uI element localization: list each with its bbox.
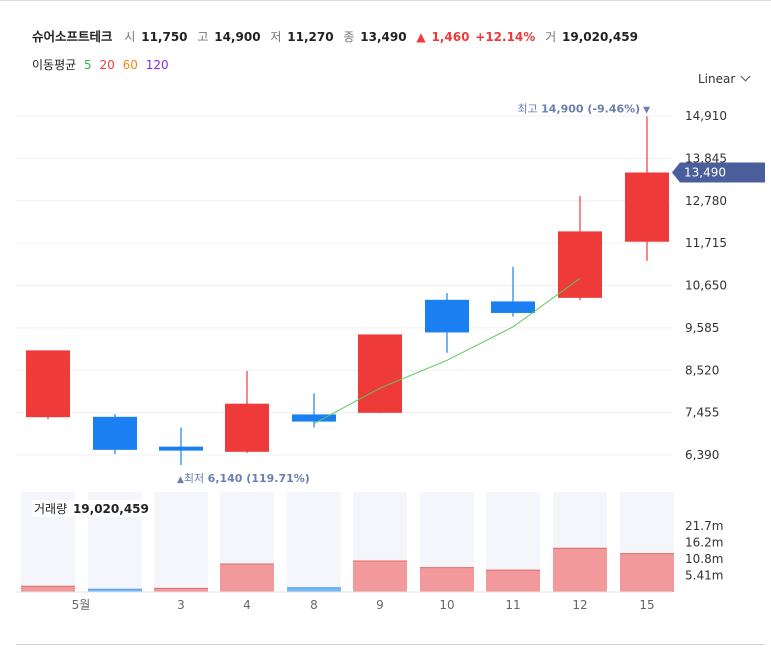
volume-bar xyxy=(88,589,142,592)
scale-selector-label: Linear xyxy=(698,72,736,86)
top-border xyxy=(0,0,771,1)
candle-body xyxy=(358,334,402,413)
ma-20[interactable]: 20 xyxy=(99,58,115,72)
candle xyxy=(225,371,269,454)
volume-tick-label: 21.7m xyxy=(685,519,723,533)
close-value: 13,490 xyxy=(360,30,407,44)
volume-tick-label: 10.8m xyxy=(685,552,723,566)
date-label: 15 xyxy=(639,598,654,612)
candle-body xyxy=(425,299,469,333)
candle-body xyxy=(225,403,269,452)
max-annotation-label: 최고 xyxy=(517,102,541,115)
min-up-arrow-icon: ▲ xyxy=(177,475,184,485)
volume-bar xyxy=(287,587,341,592)
price-tick-label: 7,455 xyxy=(685,406,719,420)
volume-bar xyxy=(21,586,75,592)
candle-body xyxy=(93,416,137,450)
change-value: 1,460 xyxy=(431,30,470,44)
date-label: 4 xyxy=(243,598,251,612)
candle xyxy=(625,116,669,261)
stock-name: 슈어소프트테크 xyxy=(32,29,113,44)
date-label: 3 xyxy=(177,598,185,612)
candle xyxy=(358,334,402,414)
scale-selector[interactable]: Linear xyxy=(698,71,751,86)
candle-body xyxy=(26,350,70,418)
volume-bar-background xyxy=(154,492,208,592)
moving-average-label: 이동평균 xyxy=(32,58,77,72)
date-label: 8 xyxy=(310,598,318,612)
candle-body xyxy=(491,301,535,313)
ma-5[interactable]: 5 xyxy=(84,58,92,72)
high-value: 14,900 xyxy=(214,30,261,44)
volume-legend: 거래량 19,020,459 xyxy=(32,500,151,517)
min-price-annotation: ▲최저 6,140 (119.71%) xyxy=(177,472,310,485)
volume-bar xyxy=(154,588,208,592)
open-value: 11,750 xyxy=(141,30,188,44)
moving-average-legend: 이동평균 5 20 60 120 xyxy=(32,56,173,73)
change-percent: +12.14% xyxy=(475,30,536,44)
last-price-tag-shape xyxy=(672,162,765,183)
candle-body xyxy=(159,446,203,451)
date-label: 5월 xyxy=(72,598,91,612)
quote-header: 슈어소프트테크 시 11,750 고 14,900 저 11,270 종 13,… xyxy=(32,26,644,45)
max-annotation-value: 14,900 (-9.46%) xyxy=(541,102,640,115)
ma-60[interactable]: 60 xyxy=(122,58,138,72)
candle-body xyxy=(558,231,602,298)
volume-bar xyxy=(620,553,674,592)
last-price-value: 13,490 xyxy=(684,166,726,180)
bottom-border xyxy=(16,644,764,645)
volume-tick-label: 5.41m xyxy=(685,569,723,583)
candle xyxy=(159,427,203,465)
max-down-arrow-icon: ▼ xyxy=(640,105,650,115)
min-annotation-value: 6,140 (119.71%) xyxy=(208,472,310,485)
close-label: 종 xyxy=(343,30,355,44)
volume-legend-value: 19,020,459 xyxy=(72,502,149,516)
date-label: 10 xyxy=(439,598,454,612)
low-value: 11,270 xyxy=(287,30,334,44)
candle xyxy=(93,414,137,455)
min-annotation-label: 최저 xyxy=(184,472,208,485)
high-label: 고 xyxy=(197,30,209,44)
date-label: 11 xyxy=(505,598,520,612)
candle-body xyxy=(292,414,336,422)
ma-120[interactable]: 120 xyxy=(145,58,169,72)
volume-bar xyxy=(420,567,474,592)
price-tick-label: 8,520 xyxy=(685,363,719,377)
price-tick-label: 12,780 xyxy=(685,194,727,208)
price-tick-label: 11,715 xyxy=(685,236,727,250)
volume-bar xyxy=(486,570,540,592)
last-price-tag: 13,490 xyxy=(672,162,765,183)
volume-bar xyxy=(220,564,274,592)
price-tick-label: 10,650 xyxy=(685,279,727,293)
volume-bar xyxy=(553,548,607,592)
price-tick-label: 14,910 xyxy=(685,109,727,123)
candle xyxy=(292,393,336,428)
candle xyxy=(425,293,469,353)
volume-legend-label: 거래량 xyxy=(34,502,68,516)
volume-bar-background xyxy=(287,492,341,592)
open-label: 시 xyxy=(124,30,136,44)
ma5-line xyxy=(313,277,581,425)
max-price-annotation: 최고 14,900 (-9.46%) ▼ xyxy=(517,102,650,115)
price-tick-label: 6,390 xyxy=(685,448,719,462)
volume-label: 거 xyxy=(545,30,557,44)
low-label: 저 xyxy=(270,30,282,44)
candle-body xyxy=(625,172,669,242)
candle xyxy=(26,350,70,420)
volume-tick-label: 16.2m xyxy=(685,536,723,550)
date-label: 12 xyxy=(572,598,587,612)
date-label: 9 xyxy=(376,598,384,612)
price-tick-label: 9,585 xyxy=(685,321,719,335)
price-tick-label: 13,845 xyxy=(685,151,727,165)
candle xyxy=(558,195,602,301)
price-grid xyxy=(16,115,672,456)
change-up-icon: ▲ xyxy=(416,30,426,44)
volume-bar xyxy=(353,560,407,592)
candle xyxy=(491,266,535,317)
volume-value: 19,020,459 xyxy=(562,30,638,44)
